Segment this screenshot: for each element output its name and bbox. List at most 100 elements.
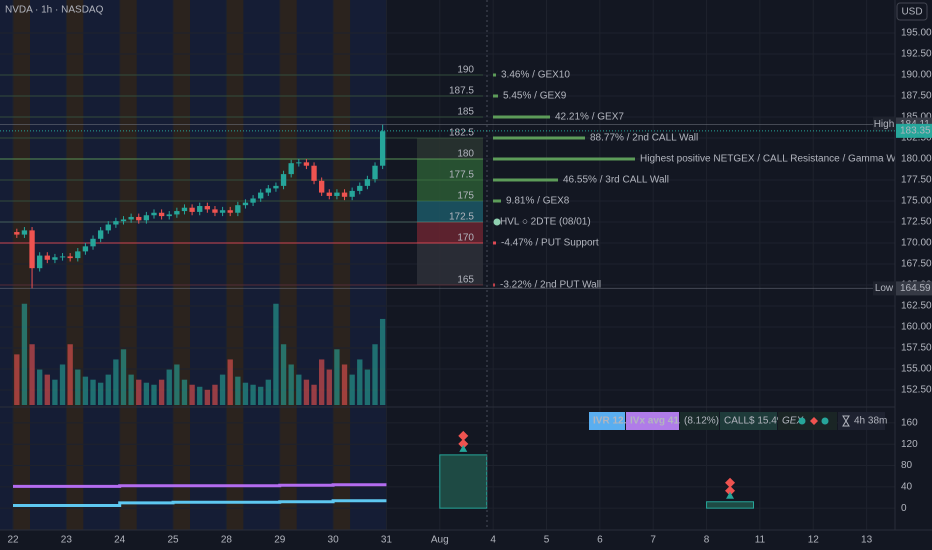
candle-body	[372, 165, 378, 180]
candle-body	[67, 256, 73, 259]
session-band	[190, 0, 227, 530]
info-chip	[838, 412, 885, 430]
y-tick-label: 80	[901, 460, 913, 471]
level-bar	[493, 178, 558, 182]
volume-bar	[105, 374, 111, 405]
candle-body	[37, 255, 43, 269]
candle-body	[143, 215, 150, 221]
volume-bar	[311, 384, 317, 405]
candle-body	[364, 179, 371, 186]
volume-bar	[166, 369, 172, 405]
session-band	[66, 0, 84, 530]
volume-bar	[29, 344, 35, 405]
level-strike: 187.5	[449, 86, 474, 97]
y-tick-label: 172.50	[901, 217, 932, 228]
candle-body	[44, 255, 50, 260]
candle-body	[242, 202, 249, 206]
candle-body	[288, 163, 294, 175]
volume-bar	[265, 379, 271, 405]
volume-bar	[21, 303, 28, 405]
y-tick-label: 177.50	[901, 175, 932, 186]
x-tick-label: 24	[114, 535, 126, 546]
candle-body	[189, 207, 195, 212]
session-band	[333, 0, 351, 530]
signal-icon	[725, 477, 736, 488]
y-tick-label: 175.00	[901, 196, 932, 207]
marker-value-bg	[896, 281, 932, 296]
candle-body	[120, 219, 127, 222]
signal-icon	[458, 438, 469, 449]
y-tick-label: 187.50	[901, 91, 932, 102]
indicator-line	[13, 483, 387, 488]
gex-dot	[798, 417, 806, 425]
y-tick-label: 167.50	[901, 259, 932, 270]
volume-bar	[242, 382, 249, 405]
volume-bar	[273, 303, 279, 405]
candle-body	[235, 205, 241, 213]
candle-body	[326, 192, 332, 196]
gex-zone	[417, 242, 483, 285]
last-price: 183.35	[900, 125, 931, 136]
session-band	[0, 0, 13, 530]
volume-bar	[341, 364, 348, 405]
currency-button[interactable]	[896, 2, 928, 21]
candle-body	[97, 230, 104, 239]
gex-zone	[417, 158, 483, 201]
y-tick-label: 180.00	[901, 154, 932, 165]
candle-body	[14, 232, 20, 235]
session-band	[279, 0, 297, 530]
x-tick-label: 28	[221, 535, 233, 546]
gex-box	[439, 454, 488, 509]
x-tick-label: 29	[274, 535, 286, 546]
session-band	[243, 0, 280, 530]
x-tick-label: Aug	[431, 535, 449, 546]
gex-zone	[417, 200, 483, 222]
y-tick-label: 162.50	[901, 301, 932, 312]
currency-label: USD	[901, 7, 922, 18]
level-label: Highest positive NETGEX / CALL Resistanc…	[640, 154, 905, 165]
volume-bar	[181, 379, 188, 405]
info-text: GEX	[782, 416, 803, 427]
candle-body	[379, 131, 386, 166]
session-band	[83, 0, 120, 530]
info-text: IVR 12.6	[593, 416, 632, 427]
level-bar	[493, 283, 495, 287]
level-label: -3.22% / 2nd PUT Wall	[500, 280, 601, 291]
volume-bar	[67, 344, 73, 405]
volume-bar	[174, 364, 180, 405]
volume-bar	[227, 359, 233, 405]
level-strike: 180	[457, 149, 474, 160]
candle-body	[357, 185, 363, 191]
session-band	[173, 0, 191, 530]
candle-body	[212, 209, 218, 213]
x-tick-label: 30	[328, 535, 340, 546]
signal-icon	[459, 444, 468, 452]
candle-body	[334, 192, 340, 196]
session-band	[136, 0, 174, 530]
session-band	[30, 0, 67, 530]
level-label: 9.81% / GEX8	[506, 196, 570, 207]
session-band	[119, 0, 137, 530]
candle-body	[181, 207, 188, 212]
gex-box	[706, 501, 754, 509]
level-label: 88.77% / 2nd CALL Wall	[590, 133, 698, 144]
level-strike: 190	[457, 65, 474, 76]
volume-bar	[280, 344, 287, 405]
volume-bar	[59, 364, 66, 405]
volume-bar	[349, 374, 355, 405]
x-tick-label: 31	[381, 535, 393, 546]
volume-bar	[219, 374, 226, 405]
level-strike: 185	[457, 107, 474, 118]
level-label: 3.46% / GEX10	[501, 70, 570, 81]
candle-body	[59, 256, 66, 258]
level-label: HVL ○ 2DTE (08/01)	[500, 217, 591, 228]
y-tick-label: 192.50	[901, 49, 932, 60]
candle-body	[227, 210, 233, 213]
y-tick-label: 185.00	[901, 112, 932, 123]
info-text: 4h 38m	[854, 416, 887, 427]
level-bar	[493, 94, 498, 98]
level-strike: 175	[457, 191, 474, 202]
candle-body	[349, 190, 355, 197]
volume-bar	[136, 379, 142, 405]
